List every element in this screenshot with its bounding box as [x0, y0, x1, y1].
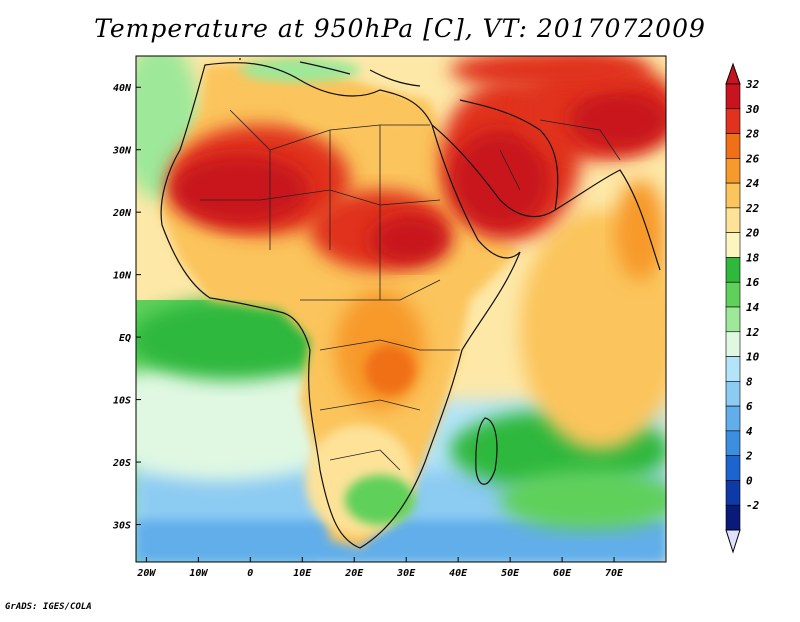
country-borders	[200, 109, 621, 471]
lon-tick-label: 30E	[396, 568, 416, 579]
colorbar-swatch	[725, 306, 741, 333]
colorbar-swatch	[725, 455, 741, 481]
temperature-field	[136, 56, 666, 562]
lat-tick-label: 20N	[112, 208, 132, 219]
lat-tick-label: 30N	[112, 146, 132, 157]
colorbar-label: 6	[746, 400, 753, 413]
colorbar-label: 30	[745, 103, 760, 116]
lat-tick-label: 20S	[112, 458, 131, 469]
credit-label: GrADS: IGES/COLA	[5, 602, 92, 612]
lat-tick-label: 30S	[112, 521, 131, 532]
colorbar-swatch	[725, 331, 741, 357]
colorbar-label: 12	[746, 326, 760, 339]
colorbar-label: 10	[746, 351, 760, 364]
colorbar-swatch	[725, 356, 741, 382]
lon-axis: 20W 10W 0 10E 20E 30E 40E 50E 60E 70E	[136, 557, 624, 579]
colorbar-label: 14	[746, 301, 760, 314]
lon-tick-label: 20E	[344, 568, 364, 579]
lon-tick-label: 10E	[293, 568, 312, 579]
colorbar-swatch	[725, 207, 741, 233]
colorbar-swatch	[725, 405, 741, 432]
lat-axis: 40N 30N 20N 10N EQ 10S 20S 30S	[112, 83, 141, 532]
lon-tick-label: 10W	[189, 568, 208, 579]
colorbar-label: 0	[746, 474, 753, 487]
colorbar-label: 32	[745, 78, 760, 91]
lat-tick-label: 40N	[113, 83, 132, 94]
colorbar-swatch	[725, 430, 741, 456]
colorbar-swatch	[725, 257, 741, 283]
colorbar-swatch	[725, 281, 741, 308]
colorbar-label: 4	[746, 425, 753, 438]
colorbar-swatch	[725, 108, 741, 134]
colorbar-label: 26	[745, 152, 760, 165]
lat-tick-label: 10N	[113, 271, 132, 282]
colorbar-label: 20	[745, 227, 760, 240]
colorbar-swatch	[725, 158, 741, 184]
lon-tick-label: 0	[247, 568, 253, 579]
colorbar-label: 18	[746, 251, 760, 264]
colorbar-label: 16	[746, 276, 760, 289]
lon-tick-label: 50E	[501, 568, 520, 579]
lon-tick-label: 70E	[605, 568, 624, 579]
lon-tick-label: 20W	[136, 568, 156, 579]
lon-tick-label: 40E	[449, 568, 468, 579]
colorbar-label: -2	[746, 499, 760, 512]
colorbar-label: 8	[746, 375, 753, 388]
colorbar-label: 28	[745, 128, 760, 141]
colorbar-label: 24	[745, 177, 760, 190]
colorbar-label: 2	[745, 450, 753, 463]
colorbar-swatch	[725, 83, 741, 110]
lat-tick-label: EQ	[119, 333, 131, 344]
colorbar-label: 22	[745, 202, 760, 215]
colorbar-bottom-arrow	[725, 529, 741, 554]
colorbar-swatch	[725, 182, 741, 209]
colorbar-swatch	[725, 133, 741, 159]
colorbar-swatch	[725, 232, 741, 258]
lat-tick-label: 10S	[113, 396, 131, 407]
colorbar-swatch	[725, 504, 741, 531]
lon-tick-label: 60E	[553, 568, 572, 579]
colorbar-top-arrow	[725, 62, 741, 85]
coastlines	[160, 58, 661, 549]
colorbar-swatch	[725, 381, 741, 407]
map-title: Temperature at 950hPa [C], VT: 201707200…	[94, 14, 706, 43]
colorbar-swatch	[725, 480, 741, 506]
map-frame	[135, 55, 667, 563]
